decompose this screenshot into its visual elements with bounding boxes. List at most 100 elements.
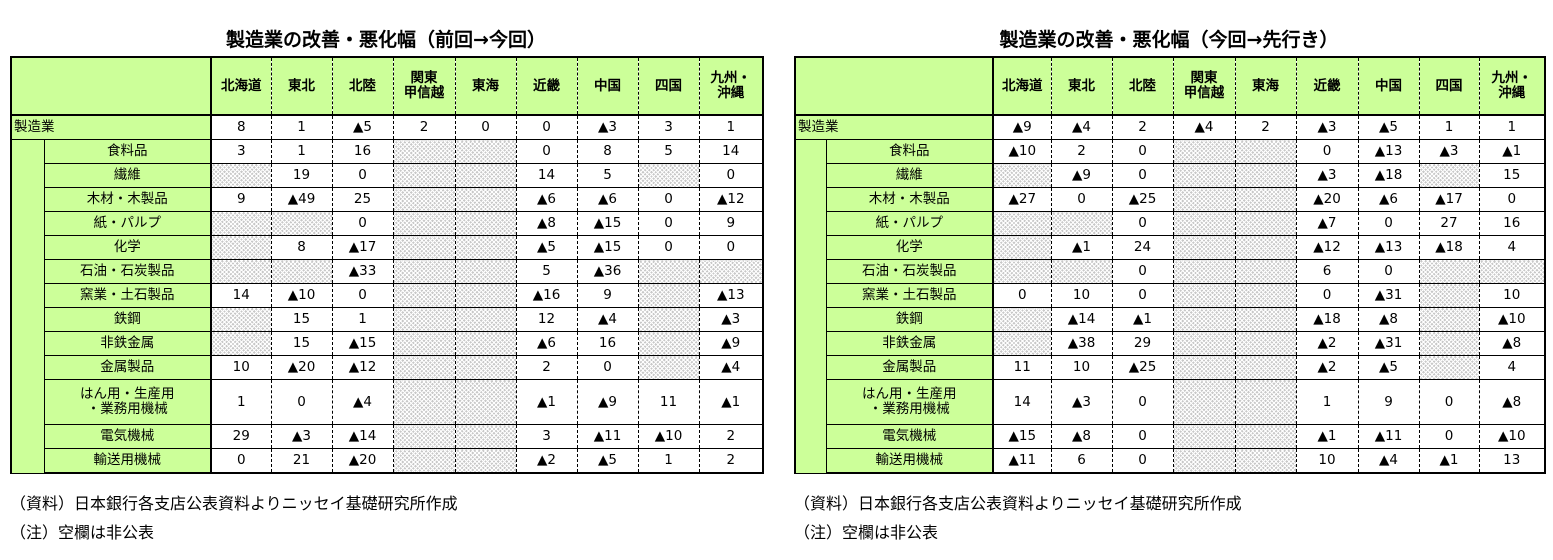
data-cell: 15 — [270, 331, 333, 356]
data-cell: 14 — [210, 283, 272, 308]
data-cell: 0 — [1295, 283, 1359, 308]
undisclosed-cell — [210, 235, 272, 260]
undisclosed-cell — [637, 259, 700, 284]
data-cell: 10 — [1050, 283, 1113, 308]
footnote: （注）空欄は非公表 — [10, 523, 155, 542]
data-cell: 19 — [270, 163, 333, 188]
data-cell: ▲5 — [515, 235, 578, 260]
table-row: 非鉄金属 15 ▲15 ▲6 16 ▲9 — [11, 331, 764, 356]
data-table: 北海道 東北 北陸 関東 甲信越 東海 近畿 中国 四国 九州・ 沖縄 製造業 8 1 ▲5 2 0 0 ▲3 3 1 食… — [10, 56, 764, 474]
data-cell: ▲9 — [576, 379, 639, 425]
undisclosed-cell — [992, 163, 1052, 188]
data-cell: ▲4 — [1050, 115, 1113, 140]
data-cell: 3 — [210, 139, 272, 164]
undisclosed-cell — [1418, 283, 1480, 308]
data-cell: ▲2 — [1295, 355, 1359, 380]
row-label: 木材・木製品 — [825, 187, 994, 212]
undisclosed-cell — [392, 448, 456, 474]
data-cell: 0 — [1295, 139, 1359, 164]
undisclosed-cell — [637, 283, 700, 308]
undisclosed-cell — [454, 379, 517, 425]
row-label: 紙・パルプ — [825, 211, 994, 236]
undisclosed-cell — [392, 307, 456, 332]
undisclosed-cell — [1234, 379, 1297, 425]
data-cell: 9 — [576, 283, 639, 308]
data-cell: 0 — [576, 355, 639, 380]
table-title: 製造業の改善・悪化幅（今回→先行き） — [999, 29, 1339, 51]
column-header: 四国 — [637, 56, 700, 116]
row-label: 石油・石炭製品 — [43, 259, 212, 284]
column-header: 近畿 — [515, 56, 578, 116]
data-cell: ▲12 — [698, 187, 764, 212]
data-cell: 9 — [210, 187, 272, 212]
undisclosed-cell — [1234, 259, 1297, 284]
data-cell: 0 — [515, 115, 578, 140]
data-cell: 2 — [515, 355, 578, 380]
data-cell: ▲17 — [1418, 187, 1480, 212]
data-cell: ▲49 — [270, 187, 333, 212]
data-cell: ▲1 — [1295, 424, 1359, 449]
undisclosed-cell — [1234, 283, 1297, 308]
data-cell: ▲5 — [576, 448, 639, 474]
undisclosed-cell — [210, 331, 272, 356]
column-header: 東北 — [270, 56, 333, 116]
data-cell: 0 — [992, 283, 1052, 308]
data-cell: 0 — [1478, 187, 1546, 212]
data-cell: 2 — [392, 115, 456, 140]
data-cell: ▲4 — [576, 307, 639, 332]
data-cell: 0 — [1111, 448, 1174, 474]
data-cell: ▲2 — [1295, 331, 1359, 356]
data-cell: ▲8 — [1478, 379, 1546, 425]
data-cell: ▲25 — [1111, 355, 1174, 380]
row-label: 金属製品 — [43, 355, 212, 380]
row-label: 輸送用機械 — [43, 448, 212, 474]
undisclosed-cell — [1234, 187, 1297, 212]
data-cell: 0 — [698, 163, 764, 188]
data-cell: 0 — [1418, 379, 1480, 425]
data-cell: 0 — [331, 211, 394, 236]
data-cell: 0 — [1111, 283, 1174, 308]
data-cell: ▲13 — [1357, 139, 1420, 164]
table-row: 電気機械 29 ▲3 ▲14 3 ▲11 ▲10 2 — [11, 424, 764, 449]
undisclosed-cell — [1234, 235, 1297, 260]
data-cell: ▲10 — [270, 283, 333, 308]
table-row: 鉄鋼 ▲14 ▲1 ▲18 ▲8 ▲10 — [795, 307, 1546, 332]
table-row: 非鉄金属 ▲38 29 ▲2 ▲31 ▲8 — [795, 331, 1546, 356]
data-cell: 5 — [637, 139, 700, 164]
data-cell: ▲1 — [1418, 448, 1480, 474]
undisclosed-cell — [392, 331, 456, 356]
undisclosed-cell — [992, 307, 1052, 332]
data-cell: ▲4 — [1172, 115, 1236, 140]
table-row: 石油・石炭製品 0 6 0 — [795, 259, 1546, 284]
column-header: 中国 — [1357, 56, 1420, 116]
undisclosed-cell — [454, 424, 517, 449]
undisclosed-cell — [270, 259, 333, 284]
data-cell: ▲14 — [1050, 307, 1113, 332]
undisclosed-cell — [392, 235, 456, 260]
undisclosed-cell — [392, 187, 456, 212]
undisclosed-cell — [698, 259, 764, 284]
data-cell: ▲16 — [515, 283, 578, 308]
data-cell: ▲15 — [576, 235, 639, 260]
data-cell: ▲11 — [1357, 424, 1420, 449]
undisclosed-cell — [270, 211, 333, 236]
table-row: 鉄鋼 15 1 12 ▲4 ▲3 — [11, 307, 764, 332]
data-cell: 4 — [1478, 355, 1546, 380]
data-cell: ▲18 — [1357, 163, 1420, 188]
data-cell: ▲14 — [331, 424, 394, 449]
data-cell: ▲31 — [1357, 331, 1420, 356]
data-cell: 1 — [210, 379, 272, 425]
header-corner-cell — [794, 56, 994, 116]
column-header: 東海 — [1234, 56, 1297, 116]
column-header: 九州・ 沖縄 — [698, 56, 764, 116]
data-cell: ▲17 — [331, 235, 394, 260]
row-label: 鉄鋼 — [43, 307, 212, 332]
undisclosed-cell — [1172, 235, 1236, 260]
data-cell: 12 — [515, 307, 578, 332]
undisclosed-cell — [392, 283, 456, 308]
table-row: 金属製品 10 ▲20 ▲12 2 0 ▲4 — [11, 355, 764, 380]
data-cell: 2 — [1111, 115, 1174, 140]
row-label: 木材・木製品 — [43, 187, 212, 212]
data-cell: ▲11 — [576, 424, 639, 449]
undisclosed-cell — [1418, 307, 1480, 332]
